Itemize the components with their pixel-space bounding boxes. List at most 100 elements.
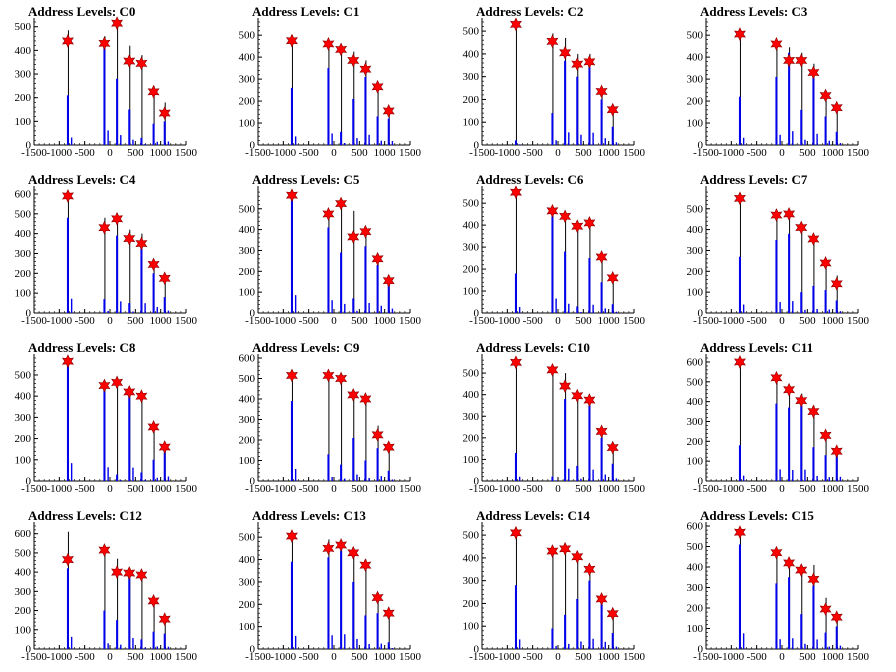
bar-secondary bbox=[391, 141, 394, 145]
star-marker bbox=[98, 543, 111, 557]
star-marker bbox=[382, 440, 395, 455]
star-marker bbox=[111, 16, 124, 31]
y-tick-label: 100 bbox=[239, 621, 256, 633]
x-tick-label: -1000 bbox=[494, 483, 520, 495]
bar-secondary bbox=[107, 310, 109, 313]
x-tick-label: -1500 bbox=[469, 315, 495, 327]
y-tick-label: 200 bbox=[463, 264, 480, 276]
y-tick-label: 100 bbox=[687, 456, 704, 468]
y-tick-label: 0 bbox=[250, 476, 256, 488]
star-marker bbox=[546, 34, 559, 49]
star-marker bbox=[595, 250, 608, 264]
star-marker bbox=[347, 387, 360, 402]
x-tick-label: 1500 bbox=[623, 651, 646, 663]
bar-fill bbox=[800, 405, 803, 481]
x-tick-label: 1500 bbox=[847, 483, 870, 495]
x-tick-label: 1500 bbox=[623, 315, 646, 327]
star-marker bbox=[158, 271, 171, 286]
star-marker bbox=[795, 563, 808, 577]
chart-title: Address Levels: C12 bbox=[28, 508, 142, 523]
x-tick-label: 500 bbox=[799, 483, 816, 495]
x-tick-label: 500 bbox=[351, 147, 368, 159]
star-marker bbox=[509, 17, 522, 32]
bar-fill bbox=[824, 632, 827, 649]
y-tick-label: 100 bbox=[687, 287, 704, 299]
y-tick-label: 200 bbox=[687, 603, 704, 615]
bar-secondary bbox=[331, 133, 333, 145]
star-marker bbox=[795, 53, 808, 68]
bar-fill bbox=[788, 577, 791, 649]
y-tick-label: 400 bbox=[239, 394, 256, 406]
chart-title: Address Levels: C5 bbox=[252, 172, 360, 187]
y-tick-label: 400 bbox=[687, 562, 704, 574]
bar-secondary bbox=[132, 638, 134, 649]
star-marker bbox=[335, 196, 348, 211]
x-tick-label: -1000 bbox=[270, 483, 296, 495]
y-tick-label: 500 bbox=[239, 30, 256, 42]
star-marker bbox=[783, 53, 796, 68]
x-tick-label: -1000 bbox=[270, 315, 296, 327]
bar-secondary bbox=[144, 143, 146, 145]
bar-fill bbox=[387, 470, 390, 481]
bar-fill bbox=[564, 399, 567, 481]
bar-secondary bbox=[156, 646, 158, 649]
bar-fill bbox=[152, 123, 155, 145]
y-tick-label: 0 bbox=[474, 140, 480, 152]
bar-fill bbox=[103, 610, 106, 649]
chart-panel: Address Levels: C11 0 100 200 300 400 500 600 -1… bbox=[672, 336, 896, 504]
star-marker bbox=[123, 54, 136, 68]
star-marker bbox=[135, 236, 148, 251]
star-marker bbox=[830, 276, 843, 291]
y-tick-label: 300 bbox=[15, 586, 32, 598]
star-marker bbox=[322, 368, 335, 383]
y-tick-label: 400 bbox=[239, 224, 256, 236]
y-tick-label: 200 bbox=[15, 268, 32, 280]
x-tick-label: 500 bbox=[351, 483, 368, 495]
y-tick-label: 500 bbox=[239, 532, 256, 544]
bar-fill bbox=[514, 452, 517, 481]
bar-secondary bbox=[294, 295, 297, 313]
bar-secondary bbox=[120, 480, 122, 481]
bar-secondary bbox=[615, 646, 618, 649]
x-tick-label: -500 bbox=[523, 315, 544, 327]
star-marker bbox=[559, 45, 572, 60]
x-tick-label: -500 bbox=[523, 483, 544, 495]
bar-secondary bbox=[167, 646, 170, 649]
y-tick-label: 300 bbox=[463, 71, 480, 83]
bar-secondary bbox=[356, 474, 358, 481]
chart-title: Address Levels: C4 bbox=[28, 172, 136, 187]
bar-fill bbox=[352, 298, 355, 313]
y-tick-label: 0 bbox=[698, 644, 704, 656]
star-marker bbox=[285, 188, 298, 203]
bar-secondary bbox=[331, 635, 333, 649]
x-tick-label: 0 bbox=[779, 651, 785, 663]
bar-secondary bbox=[792, 638, 794, 649]
y-tick-label: 300 bbox=[15, 69, 32, 81]
bar-secondary bbox=[580, 312, 582, 313]
star-marker bbox=[819, 428, 832, 443]
bar-secondary bbox=[356, 638, 358, 649]
x-tick-label: -1500 bbox=[245, 651, 271, 663]
x-tick-label: -1000 bbox=[718, 315, 744, 327]
bar-secondary bbox=[156, 141, 158, 145]
bar-fill bbox=[128, 109, 131, 145]
star-marker bbox=[322, 541, 335, 556]
star-marker bbox=[807, 572, 820, 587]
bar-fill bbox=[800, 292, 803, 313]
bar-secondary bbox=[380, 305, 382, 313]
chart-panel: Address Levels: C7 0 100 200 300 400 500 -1500-… bbox=[672, 168, 896, 336]
y-tick-label: 300 bbox=[239, 414, 256, 426]
chart-panel: Address Levels: C12 0 100 200 300 400 500 600 -1… bbox=[0, 504, 224, 672]
x-tick-label: 500 bbox=[575, 651, 592, 663]
bar-fill bbox=[551, 628, 554, 649]
x-tick-label: 0 bbox=[331, 147, 337, 159]
bar-secondary bbox=[380, 643, 382, 649]
bar-secondary bbox=[615, 142, 618, 145]
x-tick-label: -1000 bbox=[46, 483, 72, 495]
star-marker bbox=[733, 191, 746, 206]
y-tick-label: 200 bbox=[687, 266, 704, 278]
x-tick-label: 1500 bbox=[847, 651, 870, 663]
star-marker bbox=[509, 355, 522, 370]
star-marker bbox=[819, 602, 832, 616]
chart-svg: 0 100 200 300 400 500 -1500 -1000 -500 0 500 1000 15… bbox=[239, 522, 422, 663]
